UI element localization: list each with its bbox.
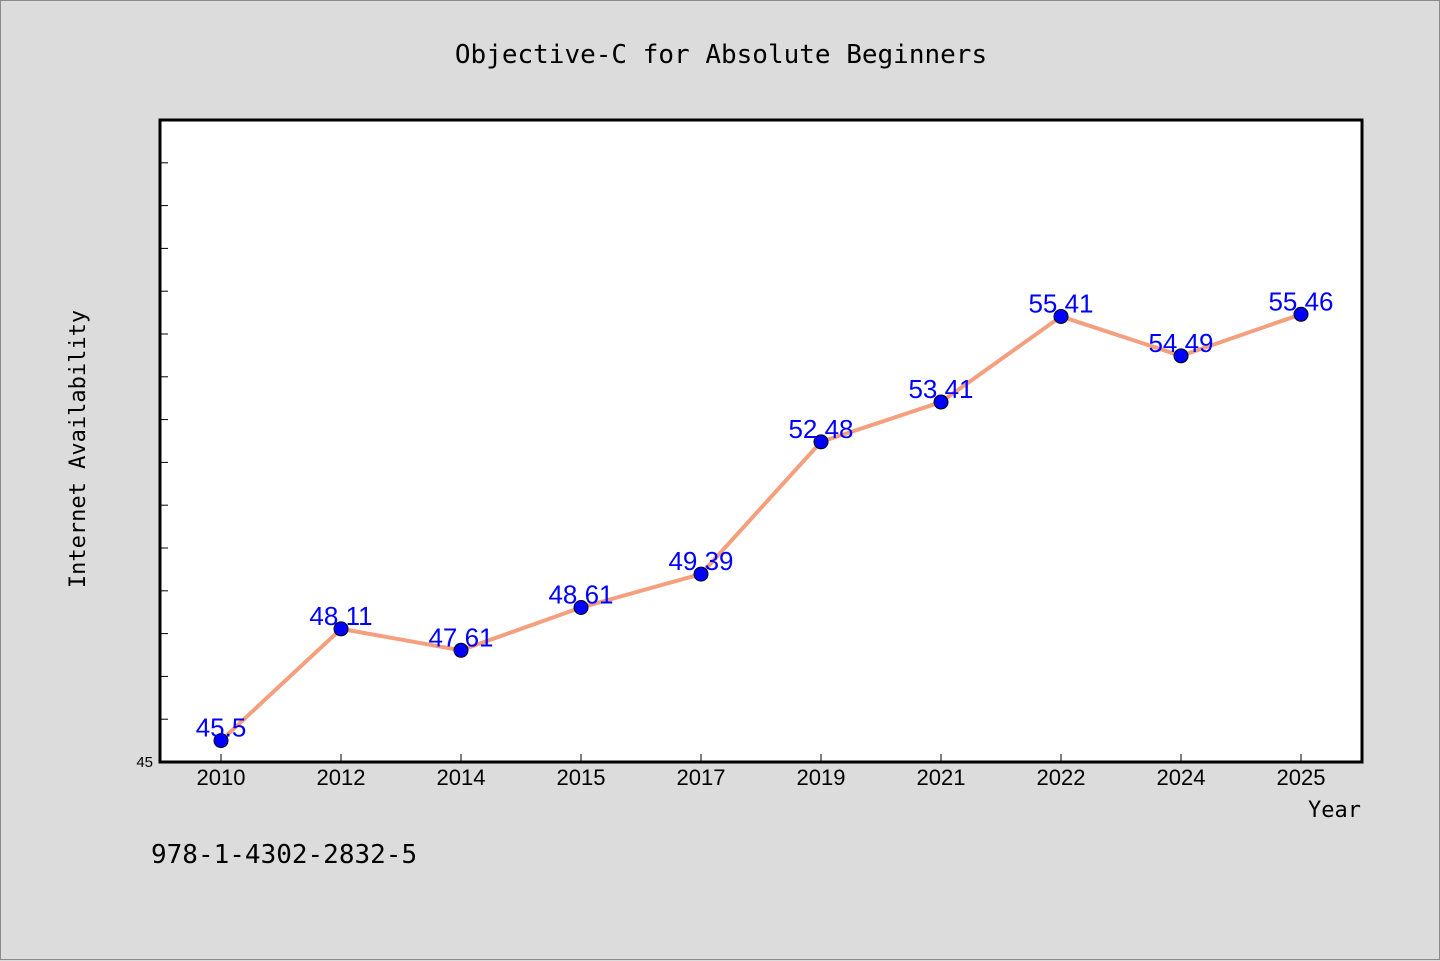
x-tick-label-2014: 2014: [437, 765, 486, 790]
data-point-2010: [213, 733, 229, 749]
data-point-2014: [453, 642, 469, 658]
x-tick-label-2024: 2024: [1157, 765, 1206, 790]
x-axis-label: Year: [1308, 798, 1361, 823]
data-label-2021: 53.41: [908, 374, 973, 404]
plot-area: [158, 118, 1364, 764]
x-tick-label-2012: 2012: [317, 765, 366, 790]
data-label-2022: 55.41: [1028, 288, 1093, 318]
data-point-2024: [1173, 348, 1189, 364]
data-label-2019: 52.48: [788, 414, 853, 444]
x-tick-label-2019: 2019: [797, 765, 846, 790]
data-label-2014: 47.61: [428, 622, 493, 652]
data-point-2012: [333, 621, 349, 637]
data-label-2024: 54.49: [1148, 328, 1213, 358]
data-point-2022: [1053, 308, 1069, 324]
data-label-2012: 48.11: [309, 601, 372, 631]
x-tick-label-2021: 2021: [917, 765, 966, 790]
y-axis-label: Internet Availability: [66, 310, 91, 588]
chart-title: Objective-C for Absolute Beginners: [455, 40, 987, 70]
y-axis-ticks: [160, 162, 168, 720]
x-tick-label-2010: 2010: [197, 765, 246, 790]
x-axis-ticks: [220, 754, 1302, 762]
x-tick-label-2022: 2022: [1037, 765, 1086, 790]
data-point-2021: [933, 394, 949, 410]
isbn-footer: 978-1-4302-2832-5: [151, 840, 417, 870]
x-tick-labels: 2010 2012 2014 2015 2017 2019 2021 2022 2024 2025: [197, 765, 1326, 790]
x-tick-label-2015: 2015: [557, 765, 606, 790]
x-tick-label-2017: 2017: [677, 765, 726, 790]
series: 45.5 48.11 47.61 48.61 49.39 52.48 53.41 55.41 5…: [196, 286, 1334, 749]
y-tick-label-min: 45: [136, 754, 153, 771]
x-tick-label-2025: 2025: [1277, 765, 1326, 790]
data-point-2015: [573, 599, 589, 615]
data-point-2019: [813, 434, 829, 450]
data-label-2017: 49.39: [668, 546, 733, 576]
data-point-2017: [693, 566, 709, 582]
data-label-2025: 55.46: [1268, 286, 1333, 316]
data-label-2015: 48.61: [548, 579, 613, 609]
data-point-2025: [1293, 306, 1309, 322]
series-line: [219, 312, 1303, 743]
data-label-2010: 45.5: [196, 713, 247, 743]
